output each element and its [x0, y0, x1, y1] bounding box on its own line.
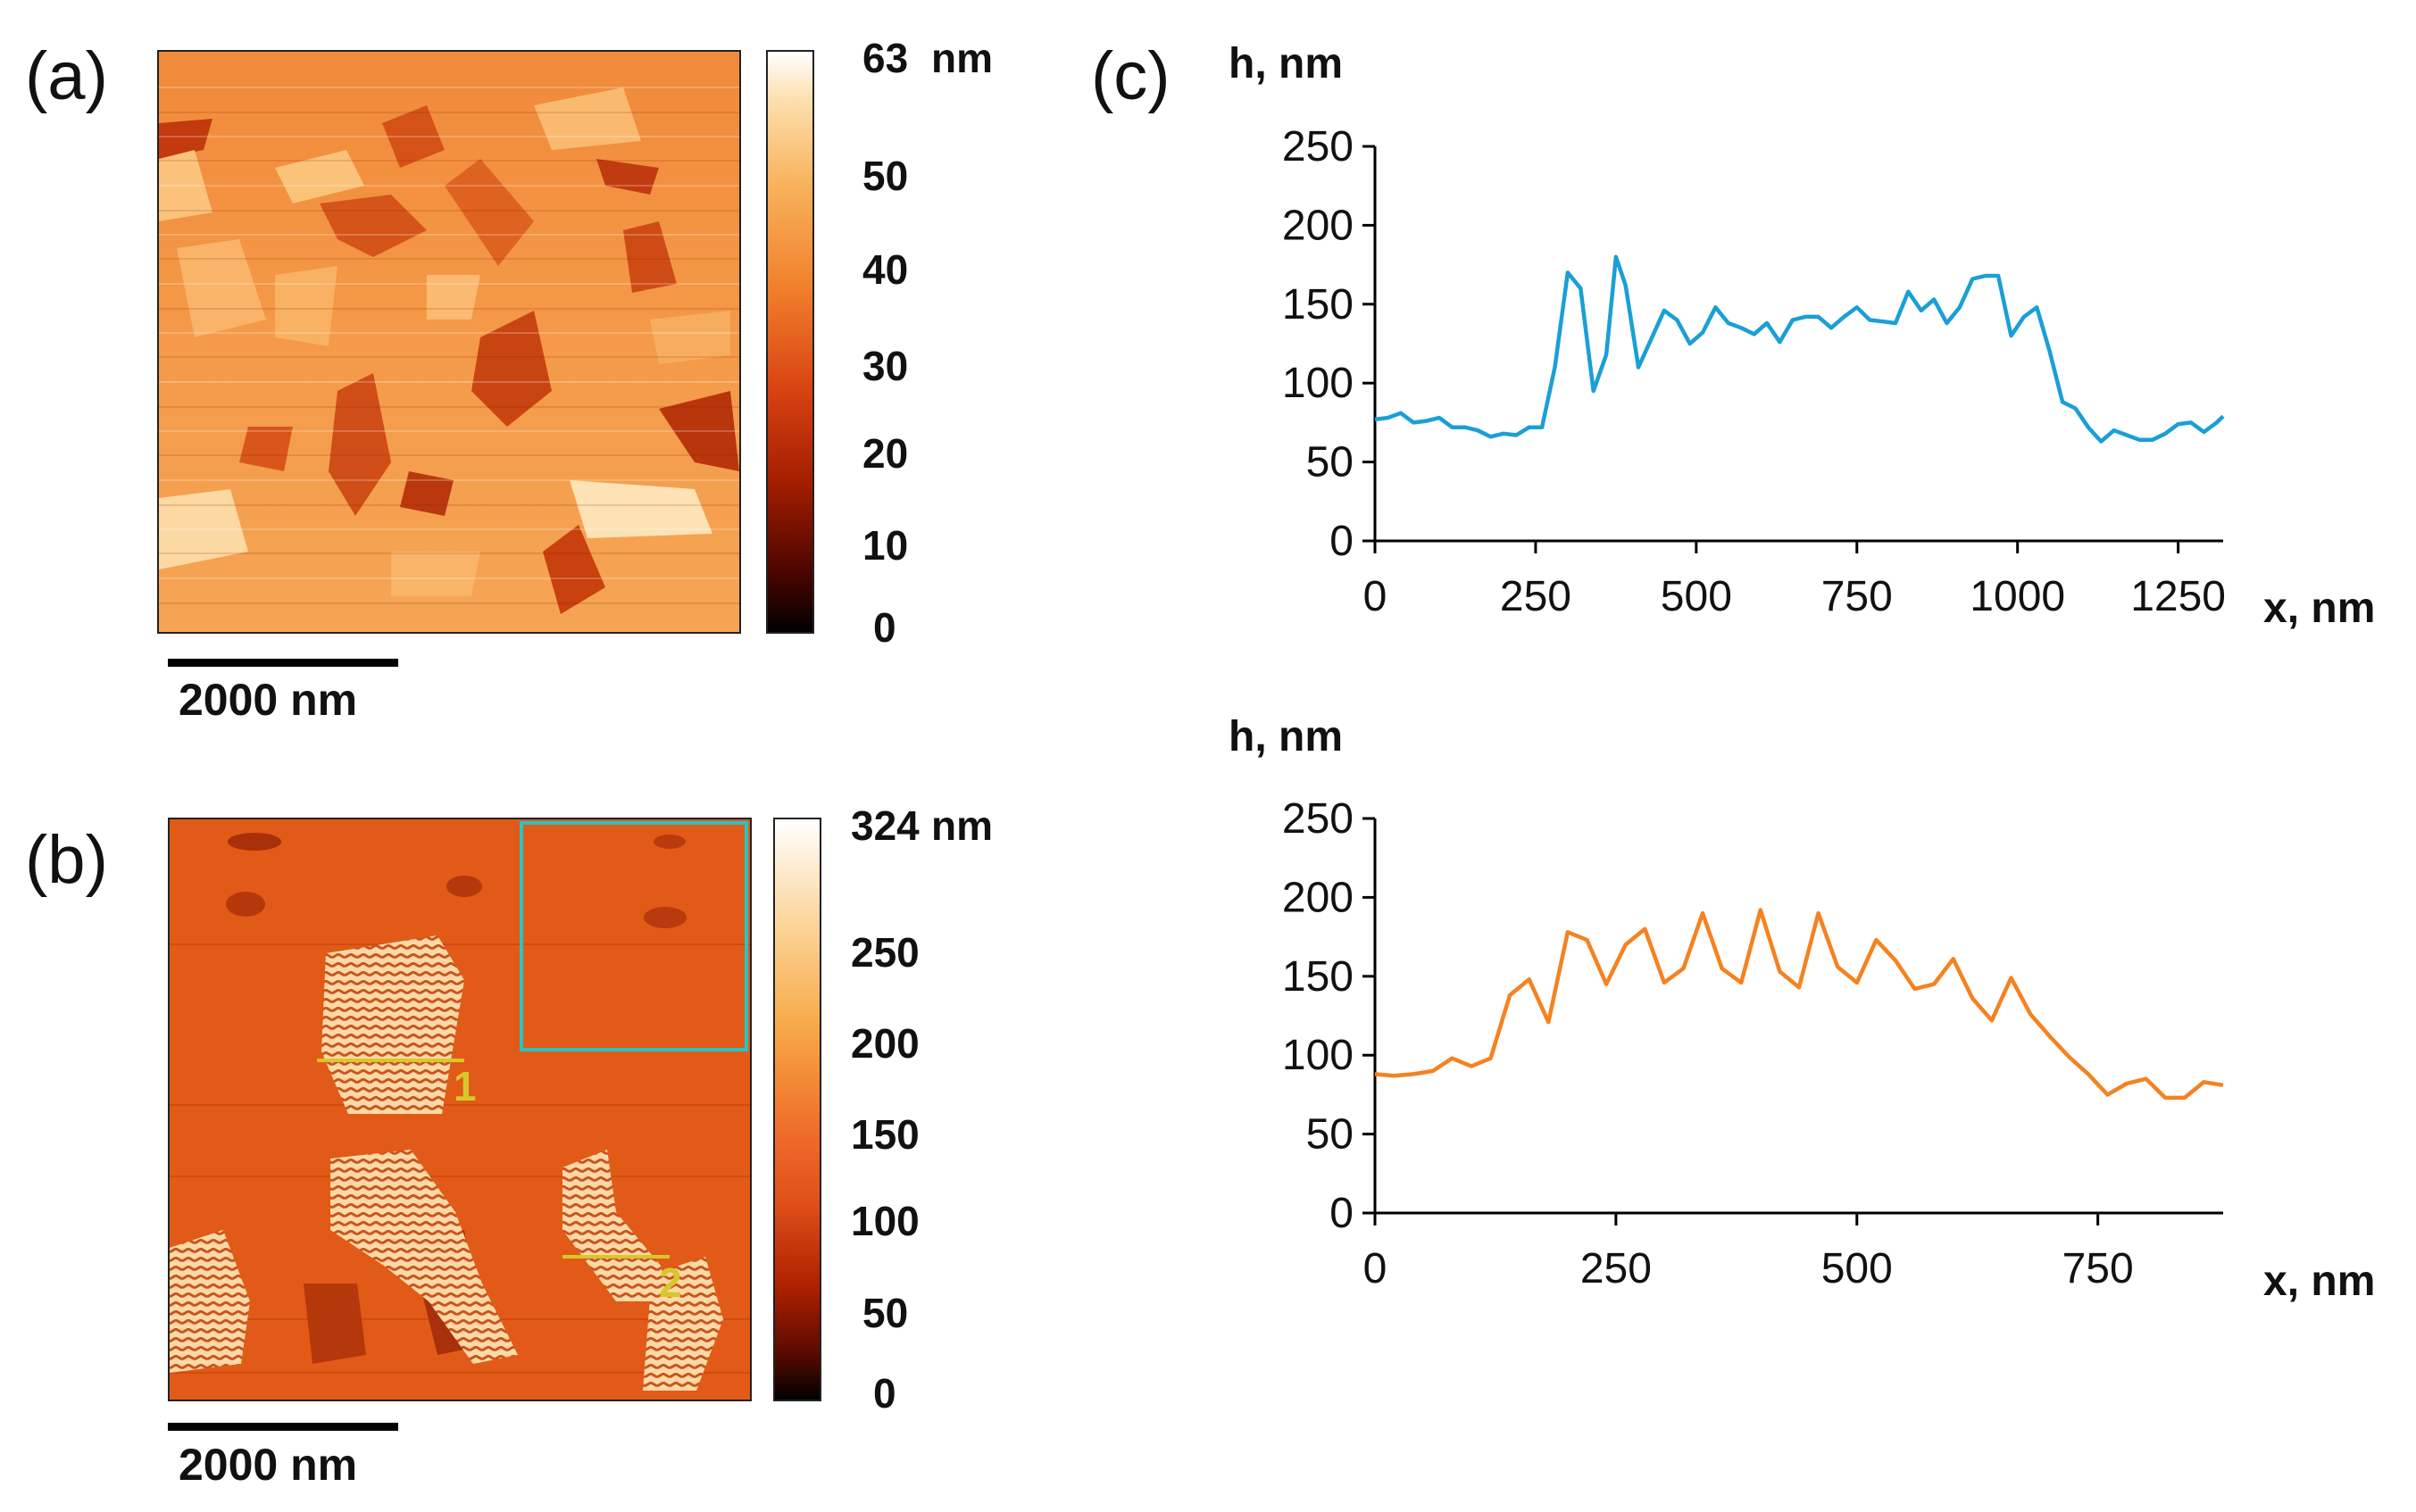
chart2-x-tick-label: 750 — [2062, 1245, 2134, 1292]
chart1-y-tick-label: 200 — [1282, 202, 1354, 249]
chart2-y-tick-label: 200 — [1282, 874, 1354, 921]
chart1-x-tick-label: 250 — [1500, 573, 1571, 620]
chart1-x-tick-label: 1000 — [1970, 573, 2065, 620]
chart1-y-tick-label: 50 — [1306, 439, 1354, 486]
panel-c-letter: (c) — [1091, 38, 1171, 114]
chart1-y-tick-label: 250 — [1282, 123, 1354, 170]
scalebar-a — [168, 659, 398, 667]
colorbar-a-unit: nm — [931, 35, 993, 81]
colorbar-a-tick: 40 — [862, 246, 909, 293]
colorbar-a-tick: 20 — [862, 430, 909, 477]
chart1-y-title: h, nm — [1229, 40, 1343, 87]
colorbar-b-unit: nm — [931, 802, 993, 849]
chart2-x-title: x, nm — [2263, 1258, 2376, 1305]
scalebar-b — [168, 1423, 398, 1431]
scalebar-a-label: 2000 nm — [179, 675, 358, 725]
chart2-series-line — [1374, 908, 2224, 1101]
chart2-y-tick-label: 50 — [1306, 1111, 1354, 1159]
colorbar-b-max-label: 324 — [851, 802, 920, 849]
chart2-y-tick-label: 0 — [1329, 1190, 1354, 1237]
chart2-x-tick-label: 250 — [1580, 1245, 1652, 1292]
afm-image-b: 1 2 — [168, 818, 752, 1401]
colorbar-a — [766, 50, 814, 634]
colorbar-b-tick: 150 — [851, 1111, 920, 1158]
chart1-y-tick-label: 0 — [1329, 518, 1354, 565]
colorbar-a-tick: 30 — [862, 343, 909, 389]
colorbar-b-tick: 50 — [862, 1290, 909, 1336]
colorbar-a-max-label: 63 — [862, 35, 909, 81]
selection-box — [520, 821, 748, 1051]
chart2-y-tick-label: 150 — [1282, 953, 1354, 1001]
colorbar-a-tick: 0 — [873, 604, 896, 651]
scalebar-b-label: 2000 nm — [179, 1440, 358, 1490]
chart1-y-tick-label: 150 — [1282, 281, 1354, 328]
chart2-y-tick-label: 250 — [1282, 795, 1354, 843]
colorbar-b-tick: 100 — [851, 1198, 920, 1244]
afm-image-a — [157, 50, 741, 634]
chart1-series-line — [1374, 254, 2225, 444]
chart1-x-tick-label: 0 — [1363, 573, 1387, 620]
chart2-x-tick-label: 0 — [1363, 1245, 1387, 1292]
panel-b-letter: (b) — [25, 822, 108, 898]
chart2-x-tick-label: 500 — [1821, 1245, 1893, 1292]
profile-label-1: 1 — [454, 1063, 477, 1109]
afm-texture-a — [159, 52, 739, 632]
colorbar-b — [773, 818, 821, 1401]
colorbar-b-tick: 200 — [851, 1020, 920, 1067]
panel-a-letter: (a) — [25, 38, 108, 114]
chart1-x-tick-label: 500 — [1661, 573, 1732, 620]
profile-label-2: 2 — [659, 1259, 682, 1306]
colorbar-b-tick: 250 — [851, 929, 920, 976]
chart1-x-tick-label: 750 — [1821, 573, 1893, 620]
colorbar-b-tick: 0 — [873, 1370, 896, 1416]
chart1-y-tick-label: 100 — [1282, 360, 1354, 407]
chart1-x-tick-label: 1250 — [2130, 573, 2226, 620]
colorbar-a-tick: 10 — [862, 522, 909, 569]
chart1-x-title: x, nm — [2263, 585, 2376, 632]
chart2-y-tick-label: 100 — [1282, 1032, 1354, 1079]
colorbar-a-tick: 50 — [862, 153, 909, 199]
chart2-y-title: h, nm — [1229, 713, 1343, 760]
afm-texture-b: 1 2 — [170, 819, 750, 1400]
